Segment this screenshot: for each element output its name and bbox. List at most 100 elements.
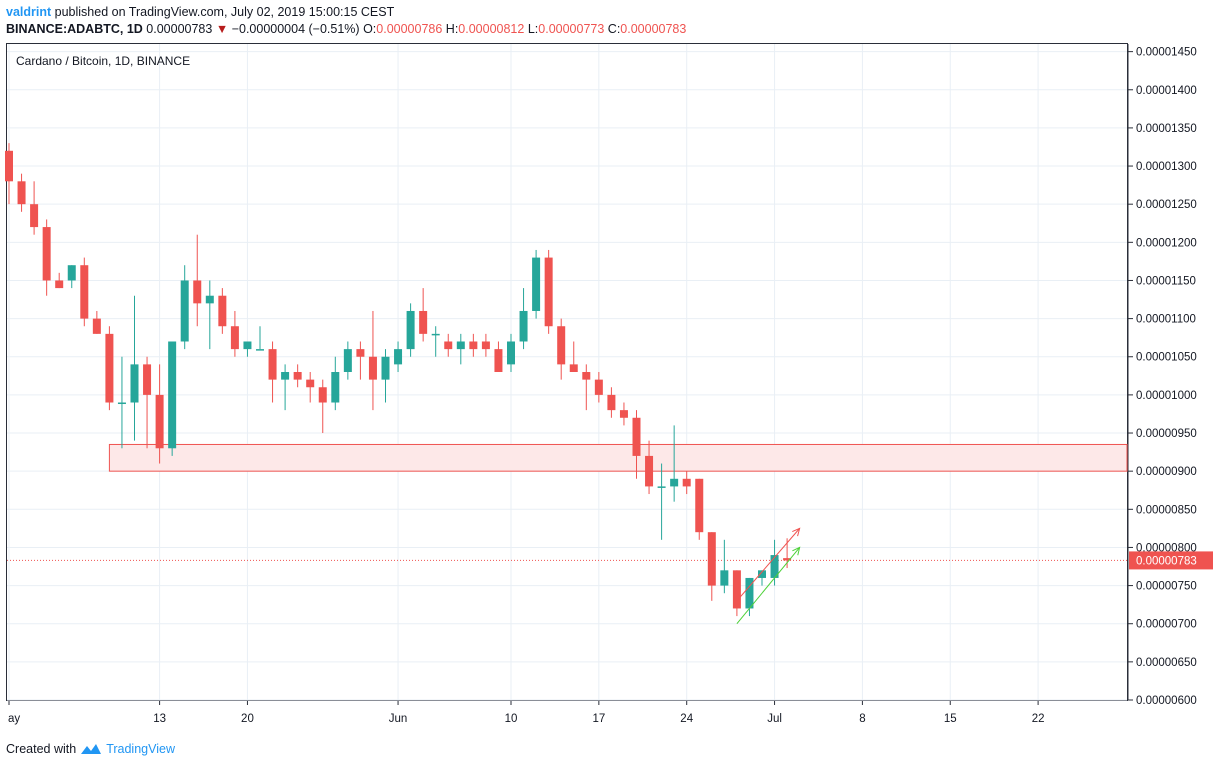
candle — [42, 219, 51, 296]
last-price-badge-bg — [1129, 551, 1213, 570]
candle-body — [444, 341, 453, 350]
close-value: 0.00000783 — [620, 22, 687, 36]
close-label: C: — [607, 22, 621, 36]
candle-body — [42, 227, 51, 281]
candle-body — [55, 280, 64, 289]
y-tick-label: 0.00000900 — [1136, 466, 1197, 478]
candle-body — [30, 204, 39, 228]
last-price-badge-label: 0.00000783 — [1136, 555, 1197, 567]
candle — [732, 570, 741, 617]
y-tick-label: 0.00001350 — [1136, 123, 1197, 135]
y-tick-label: 0.00001300 — [1136, 161, 1197, 173]
candle — [594, 372, 603, 403]
candle-body — [632, 417, 641, 456]
candle-body — [619, 410, 628, 418]
candle — [318, 379, 327, 434]
candle — [444, 333, 453, 357]
candle-body — [682, 478, 691, 487]
candle — [456, 333, 465, 365]
candle — [117, 356, 126, 449]
candle — [17, 173, 26, 212]
candle-body — [569, 364, 578, 372]
candle — [670, 425, 679, 502]
candle-body — [469, 341, 478, 350]
arrow-head — [792, 527, 801, 537]
candle — [30, 181, 39, 235]
candle-body — [519, 310, 528, 342]
candle — [619, 402, 628, 426]
low-label: L: — [527, 22, 539, 36]
y-tick-label: 0.00000950 — [1136, 428, 1197, 440]
x-tick-label: ay — [8, 713, 20, 725]
open-value: 0.00000786 — [376, 22, 443, 36]
candle-body — [243, 341, 252, 350]
publish-line: valdrint published on TradingView.com, J… — [6, 5, 394, 19]
last-price: 0.00000783 — [146, 22, 213, 36]
candle-body — [293, 372, 302, 380]
y-tick-label: 0.00000700 — [1136, 619, 1197, 631]
candle-body — [5, 150, 13, 182]
candle — [92, 310, 101, 334]
candle — [381, 349, 390, 403]
candle-body — [645, 455, 654, 487]
tradingview-logo-icon — [81, 744, 102, 754]
candle-body — [205, 295, 214, 304]
candle — [5, 143, 13, 205]
candle — [105, 326, 114, 411]
candle — [695, 478, 704, 540]
candle-body — [105, 333, 114, 403]
author-link[interactable]: valdrint — [6, 5, 52, 19]
candle — [707, 532, 716, 601]
candle-body — [331, 372, 340, 403]
y-tick-label: 0.00000650 — [1136, 657, 1197, 669]
candle-body — [193, 280, 202, 304]
candle — [431, 326, 440, 357]
symbol-label: BINANCE:ADABTC, 1D — [6, 22, 143, 36]
candle-body — [544, 257, 553, 327]
candle-body — [92, 318, 101, 334]
candle-body — [481, 341, 490, 350]
x-tick-label: 13 — [153, 713, 166, 725]
candle — [143, 356, 152, 449]
candle — [80, 257, 89, 327]
trend-line — [736, 528, 801, 602]
price-chart[interactable]: 0.00001450 0.00001400 0.00001350 0.00001300… — [0, 0, 1214, 740]
candle-body — [318, 387, 327, 403]
candle-body — [557, 326, 566, 365]
candle — [343, 341, 352, 380]
candle-body — [732, 570, 741, 609]
x-tick-label: 20 — [241, 713, 254, 725]
candle — [130, 295, 139, 441]
down-arrow-icon: ▼ — [215, 22, 229, 36]
trend-arrow-green — [736, 546, 801, 625]
candle-body — [707, 532, 716, 586]
candle-body — [607, 394, 616, 411]
candle-body — [17, 181, 26, 205]
candle — [419, 288, 428, 342]
created-with-text: Created with — [6, 742, 77, 756]
candle — [507, 333, 515, 372]
candle-body — [670, 478, 679, 487]
y-tick-label: 0.00001050 — [1136, 352, 1197, 364]
candle — [557, 318, 566, 380]
candle-body — [431, 333, 440, 336]
candle — [368, 310, 377, 411]
candle — [469, 333, 478, 357]
candle-body — [306, 379, 315, 388]
candle-body — [143, 364, 152, 395]
candle-body — [582, 372, 591, 380]
candle-body — [507, 341, 515, 365]
candle-body — [758, 570, 766, 578]
candle-body — [657, 486, 666, 488]
candle-body — [532, 257, 541, 311]
candle — [657, 463, 666, 540]
tradingview-brand[interactable]: TradingView — [106, 742, 175, 756]
candle-body — [281, 372, 290, 380]
candle-body — [168, 341, 177, 449]
candle-body — [343, 349, 352, 372]
high-label: H: — [445, 22, 459, 36]
candle-body — [256, 349, 264, 351]
price-change: −0.00000004 (−0.51%) — [231, 22, 360, 36]
y-tick-label: 0.00001100 — [1136, 314, 1196, 326]
x-tick-label: 22 — [1032, 713, 1045, 725]
